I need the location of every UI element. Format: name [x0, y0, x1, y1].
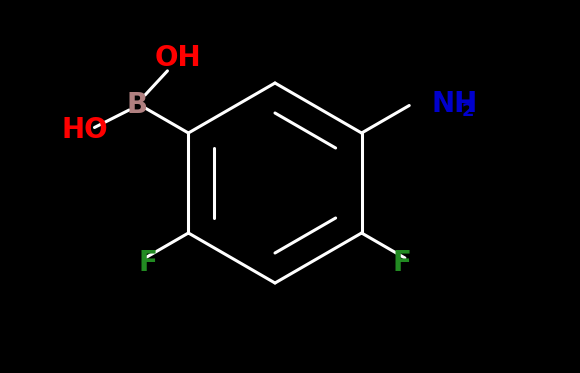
Text: OH: OH: [154, 44, 201, 72]
Text: B: B: [126, 91, 148, 119]
Text: HO: HO: [61, 116, 108, 144]
Text: NH: NH: [432, 90, 477, 117]
Text: F: F: [393, 249, 411, 277]
Text: 2: 2: [461, 103, 474, 120]
Text: F: F: [139, 249, 158, 277]
